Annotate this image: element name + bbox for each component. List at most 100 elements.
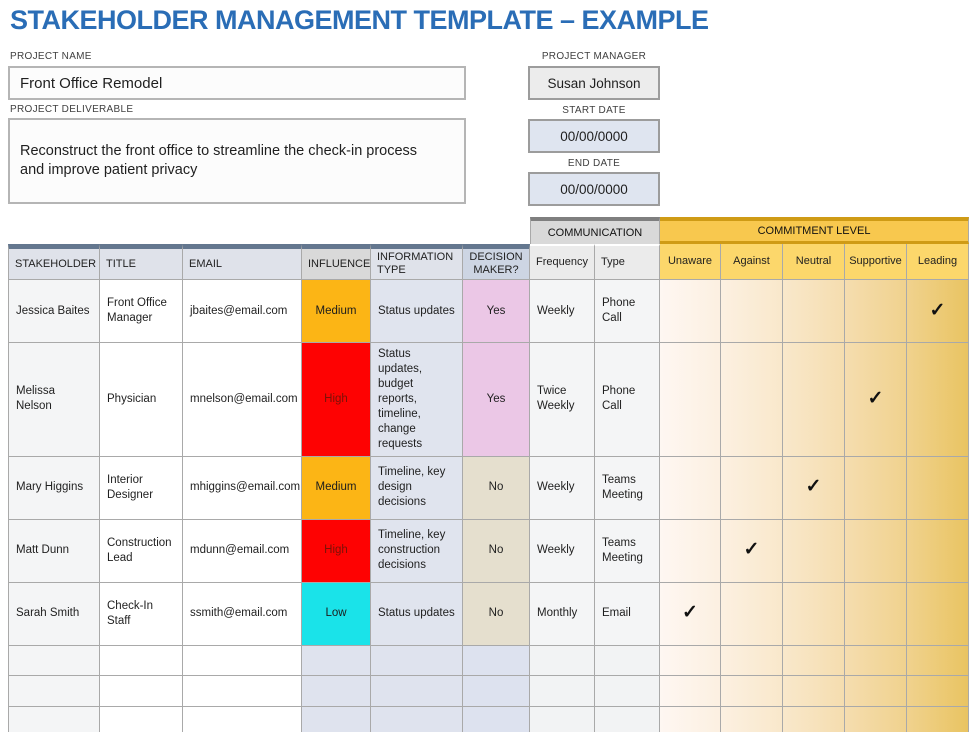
cell-email[interactable]: mdunn@email.com: [183, 519, 302, 583]
commitment-cell-supportive[interactable]: [845, 456, 907, 520]
cell-frequency[interactable]: Twice Weekly: [530, 343, 595, 457]
cell-decision-maker[interactable]: No: [463, 519, 530, 583]
commitment-cell-leading[interactable]: [907, 519, 969, 583]
cell-email[interactable]: jbaites@email.com: [183, 280, 302, 343]
cell-type[interactable]: Phone Call: [595, 343, 660, 457]
cell-information-type[interactable]: [371, 645, 463, 676]
cell-type[interactable]: Teams Meeting: [595, 456, 660, 520]
commitment-cell-supportive[interactable]: [845, 280, 907, 343]
cell-stakeholder[interactable]: Sarah Smith: [8, 582, 100, 646]
cell-information-type[interactable]: Timeline, key construction decisions: [371, 519, 463, 583]
commitment-cell-against[interactable]: [721, 675, 783, 707]
cell-frequency[interactable]: Weekly: [530, 456, 595, 520]
commitment-cell-supportive[interactable]: ✓: [845, 343, 907, 457]
cell-title[interactable]: [100, 706, 183, 732]
cell-stakeholder[interactable]: Matt Dunn: [8, 519, 100, 583]
commitment-cell-neutral[interactable]: ✓: [783, 456, 845, 520]
commitment-cell-leading[interactable]: [907, 675, 969, 707]
project-manager-field[interactable]: Susan Johnson: [528, 66, 660, 100]
commitment-cell-supportive[interactable]: [845, 645, 907, 676]
cell-decision-maker[interactable]: [463, 645, 530, 676]
cell-decision-maker[interactable]: No: [463, 582, 530, 646]
cell-influence[interactable]: High: [302, 343, 371, 457]
commitment-cell-unaware[interactable]: [660, 645, 721, 676]
commitment-cell-supportive[interactable]: [845, 519, 907, 583]
cell-title[interactable]: Construction Lead: [100, 519, 183, 583]
cell-influence[interactable]: High: [302, 519, 371, 583]
cell-decision-maker[interactable]: [463, 675, 530, 707]
commitment-cell-against[interactable]: [721, 456, 783, 520]
commitment-cell-against[interactable]: [721, 645, 783, 676]
commitment-cell-unaware[interactable]: [660, 280, 721, 343]
cell-influence[interactable]: [302, 706, 371, 732]
cell-stakeholder[interactable]: Mary Higgins: [8, 456, 100, 520]
cell-stakeholder[interactable]: Jessica Baites: [8, 280, 100, 343]
end-date-field[interactable]: 00/00/0000: [528, 172, 660, 206]
commitment-cell-against[interactable]: [721, 280, 783, 343]
commitment-cell-unaware[interactable]: [660, 519, 721, 583]
cell-influence[interactable]: [302, 675, 371, 707]
cell-information-type[interactable]: [371, 675, 463, 707]
cell-influence[interactable]: Medium: [302, 456, 371, 520]
cell-type[interactable]: Email: [595, 582, 660, 646]
commitment-cell-unaware[interactable]: [660, 456, 721, 520]
commitment-cell-neutral[interactable]: [783, 280, 845, 343]
cell-email[interactable]: ssmith@email.com: [183, 582, 302, 646]
cell-influence[interactable]: [302, 645, 371, 676]
commitment-cell-unaware[interactable]: [660, 343, 721, 457]
commitment-cell-unaware[interactable]: ✓: [660, 582, 721, 646]
cell-type[interactable]: [595, 645, 660, 676]
cell-frequency[interactable]: [530, 675, 595, 707]
cell-stakeholder[interactable]: [8, 675, 100, 707]
commitment-cell-neutral[interactable]: [783, 343, 845, 457]
commitment-cell-unaware[interactable]: [660, 706, 721, 732]
commitment-cell-leading[interactable]: ✓: [907, 280, 969, 343]
commitment-cell-neutral[interactable]: [783, 582, 845, 646]
project-name-field[interactable]: Front Office Remodel: [8, 66, 466, 100]
commitment-cell-unaware[interactable]: [660, 675, 721, 707]
cell-email[interactable]: [183, 675, 302, 707]
cell-influence[interactable]: Medium: [302, 280, 371, 343]
commitment-cell-neutral[interactable]: [783, 519, 845, 583]
start-date-field[interactable]: 00/00/0000: [528, 119, 660, 153]
cell-title[interactable]: Check-In Staff: [100, 582, 183, 646]
commitment-cell-neutral[interactable]: [783, 675, 845, 707]
cell-stakeholder[interactable]: [8, 645, 100, 676]
cell-decision-maker[interactable]: No: [463, 456, 530, 520]
cell-information-type[interactable]: Status updates: [371, 280, 463, 343]
cell-frequency[interactable]: [530, 706, 595, 732]
cell-influence[interactable]: Low: [302, 582, 371, 646]
project-deliverable-field[interactable]: Reconstruct the front office to streamli…: [8, 118, 466, 204]
cell-stakeholder[interactable]: Melissa Nelson: [8, 343, 100, 457]
cell-email[interactable]: mnelson@email.com: [183, 343, 302, 457]
commitment-cell-against[interactable]: [721, 706, 783, 732]
commitment-cell-supportive[interactable]: [845, 582, 907, 646]
cell-email[interactable]: mhiggins@email.com: [183, 456, 302, 520]
commitment-cell-supportive[interactable]: [845, 706, 907, 732]
cell-email[interactable]: [183, 645, 302, 676]
cell-frequency[interactable]: Monthly: [530, 582, 595, 646]
commitment-cell-against[interactable]: [721, 343, 783, 457]
cell-frequency[interactable]: Weekly: [530, 519, 595, 583]
cell-title[interactable]: [100, 675, 183, 707]
cell-title[interactable]: [100, 645, 183, 676]
cell-title[interactable]: Interior Designer: [100, 456, 183, 520]
cell-information-type[interactable]: Status updates, budget reports, timeline…: [371, 343, 463, 457]
commitment-cell-neutral[interactable]: [783, 645, 845, 676]
commitment-cell-leading[interactable]: [907, 706, 969, 732]
cell-title[interactable]: Physician: [100, 343, 183, 457]
cell-title[interactable]: Front Office Manager: [100, 280, 183, 343]
cell-frequency[interactable]: Weekly: [530, 280, 595, 343]
cell-type[interactable]: [595, 675, 660, 707]
cell-frequency[interactable]: [530, 645, 595, 676]
commitment-cell-neutral[interactable]: [783, 706, 845, 732]
cell-type[interactable]: Phone Call: [595, 280, 660, 343]
commitment-cell-leading[interactable]: [907, 582, 969, 646]
cell-stakeholder[interactable]: [8, 706, 100, 732]
commitment-cell-leading[interactable]: [907, 343, 969, 457]
commitment-cell-supportive[interactable]: [845, 675, 907, 707]
cell-decision-maker[interactable]: Yes: [463, 280, 530, 343]
cell-information-type[interactable]: Status updates: [371, 582, 463, 646]
cell-information-type[interactable]: Timeline, key design decisions: [371, 456, 463, 520]
cell-type[interactable]: [595, 706, 660, 732]
